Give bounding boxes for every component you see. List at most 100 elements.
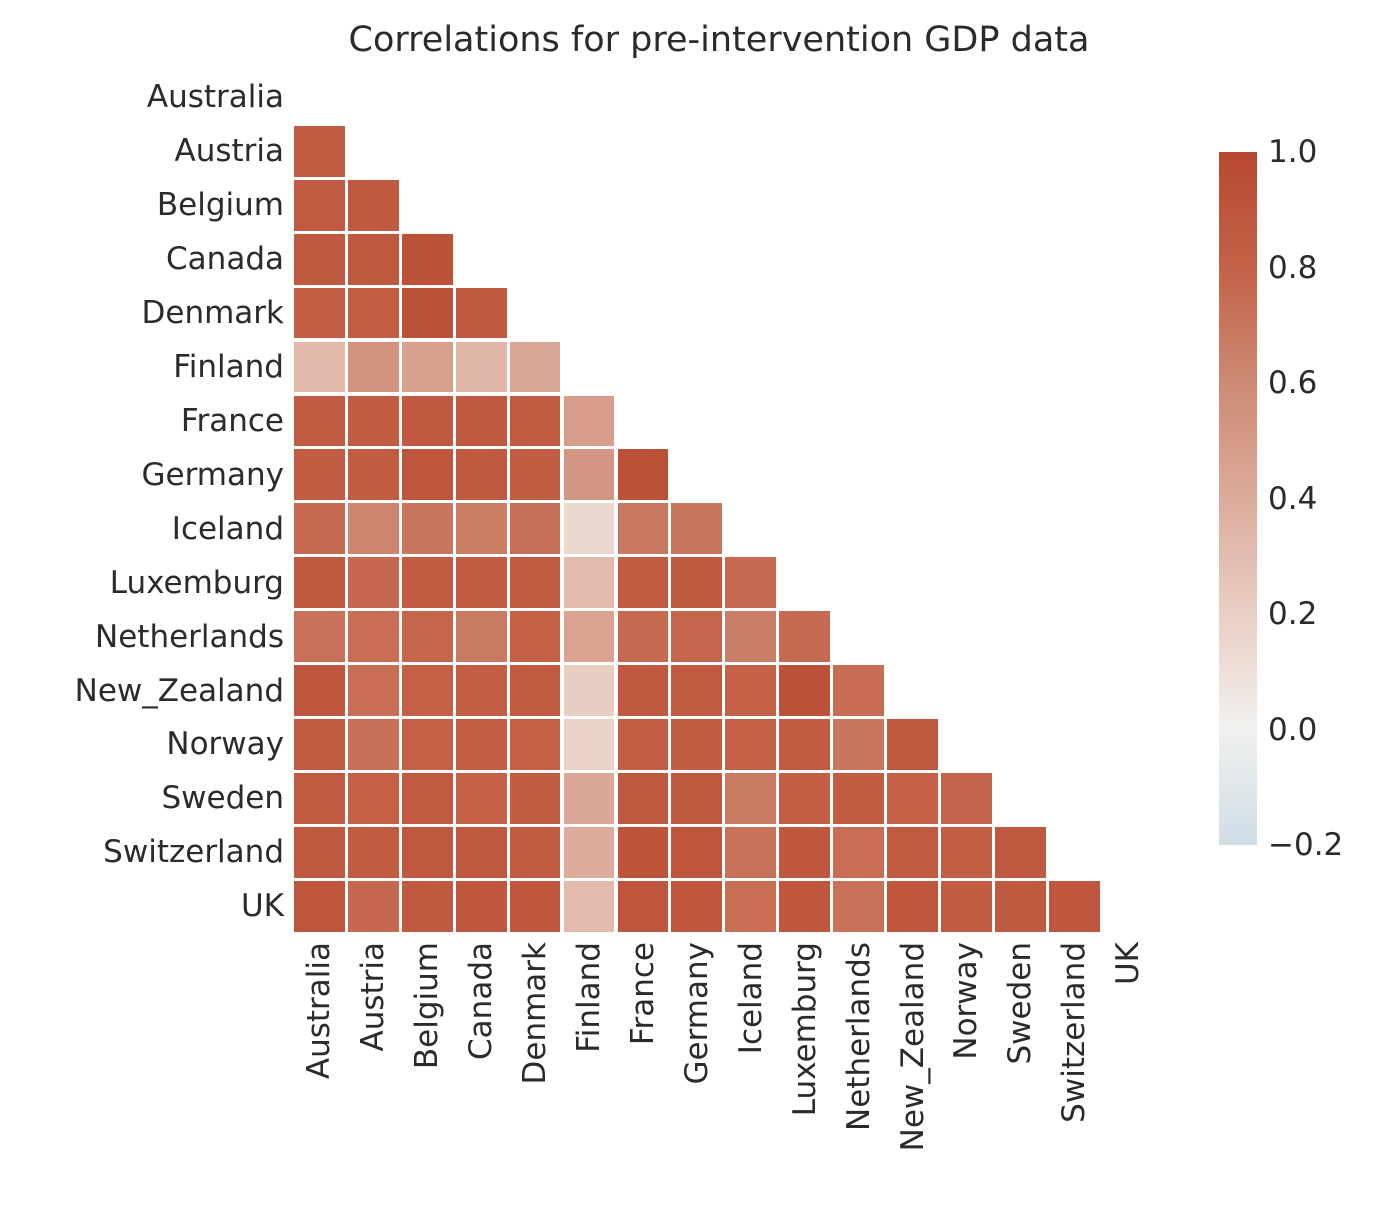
heatmap-cell [347,665,399,716]
x-axis-label: Netherlands [840,942,877,1131]
heatmap-cell [617,772,669,824]
heatmap-cell [941,826,992,878]
heatmap-cell [347,826,399,878]
heatmap-cell [887,719,938,770]
heatmap-cell [509,772,561,824]
heatmap-cell [509,395,561,447]
heatmap-cell [779,611,831,662]
heatmap-cell [994,880,1046,932]
heatmap-cell [347,772,399,824]
heatmap-cell [563,557,615,609]
heatmap-cell [401,449,453,501]
heatmap-cell [401,826,453,878]
heatmap-cell [779,880,831,932]
heatmap-cell [455,826,507,878]
heatmap-cell [401,503,453,555]
heatmap-cell [725,557,777,609]
heatmap-cell [563,395,615,447]
heatmap-cell [294,179,345,231]
heatmap-cell [509,503,561,555]
x-axis-label: Iceland [732,942,769,1055]
heatmap-cell [455,772,507,824]
heatmap-cell [725,719,777,770]
heatmap-cell [509,557,561,609]
heatmap-cell [294,719,345,770]
y-axis-label: Finland [173,348,284,385]
heatmap-cell [671,719,723,770]
heatmap-cell [563,449,615,501]
heatmap-cell [347,611,399,662]
y-axis-label: Norway [166,726,284,763]
heatmap-cell [617,449,669,501]
heatmap-cell [294,233,345,285]
heatmap-cell [671,611,723,662]
y-axis-label: Germany [141,456,284,493]
colorbar-tick-label: 0.0 [1268,711,1318,748]
heatmap-cell [347,233,399,285]
x-axis-label: Finland [570,942,607,1053]
heatmap-cell [671,503,723,555]
heatmap-cell [563,611,615,662]
heatmap-cell [401,772,453,824]
x-axis-label: UK [1110,942,1147,986]
heatmap-cell [347,179,399,231]
heatmap-cell [887,826,938,878]
heatmap-cell [941,772,992,824]
heatmap-cell [294,880,345,932]
x-axis-label: Denmark [517,942,554,1085]
heatmap-cell [563,880,615,932]
heatmap-cell [401,611,453,662]
heatmap-cell [725,611,777,662]
heatmap-cell [509,665,561,716]
heatmap-cell [509,611,561,662]
x-axis-label: Norway [948,942,985,1060]
heatmap-cell [887,880,938,932]
heatmap-cell [887,772,938,824]
heatmap-cell [725,880,777,932]
heatmap-cell [455,395,507,447]
colorbar-tick-label: 1.0 [1268,134,1318,170]
heatmap-cell [509,449,561,501]
heatmap-cell [294,341,345,393]
x-axis-label: Belgium [409,942,446,1070]
y-axis-label: Sweden [161,780,284,817]
heatmap-cell [401,395,453,447]
heatmap-cell [347,503,399,555]
x-axis-label: Switzerland [1056,942,1093,1123]
heatmap-cell [294,826,345,878]
heatmap-cell [617,880,669,932]
heatmap-cell [671,557,723,609]
heatmap-cell [455,503,507,555]
heatmap-cell [347,449,399,501]
heatmap-cell [725,772,777,824]
colorbar-tick-label: 0.8 [1268,249,1318,286]
heatmap-cell [455,665,507,716]
y-axis-label: Canada [166,241,284,278]
heatmap-cell [455,341,507,393]
heatmap-cell [617,826,669,878]
heatmap-cell [401,287,453,339]
heatmap-cell [455,719,507,770]
heatmap-cell [617,503,669,555]
heatmap-cell [671,665,723,716]
heatmap-cell [833,719,884,770]
heatmap-cell [455,611,507,662]
heatmap-cell [833,826,884,878]
heatmap-cell [617,719,669,770]
x-axis-label: Austria [355,942,392,1052]
heatmap-cell [347,719,399,770]
heatmap-cell [725,826,777,878]
y-axis-label: UK [240,888,284,925]
y-axis-label: New_Zealand [74,672,284,709]
heatmap-cell [779,665,831,716]
heatmap-cell [725,665,777,716]
heatmap-cell [401,341,453,393]
heatmap-cell [401,880,453,932]
heatmap-cell [779,772,831,824]
heatmap-cell [833,880,884,932]
heatmap-cell [617,557,669,609]
y-axis-label: Iceland [171,510,284,547]
heatmap-cell [347,880,399,932]
heatmap-cell [617,665,669,716]
heatmap-cell [455,287,507,339]
